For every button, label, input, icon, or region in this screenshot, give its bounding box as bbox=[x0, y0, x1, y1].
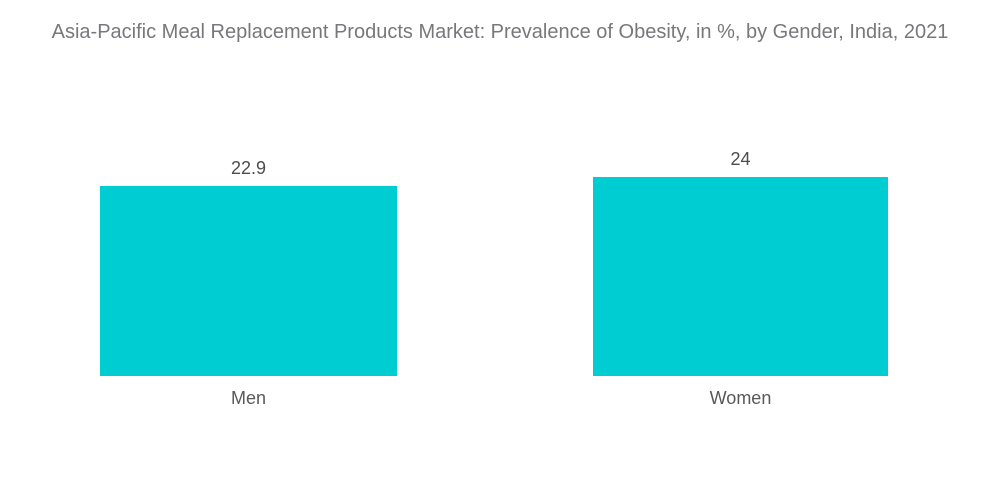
bar-group-men: 22.9 Men bbox=[100, 0, 397, 504]
x-axis-label-men: Men bbox=[230, 388, 266, 408]
bar-men bbox=[100, 186, 397, 376]
bar-group-women: 24 Women bbox=[593, 0, 888, 504]
bar-women bbox=[593, 177, 888, 376]
bar-value-label-men: 22.9 bbox=[230, 158, 267, 178]
x-axis-label-women: Women bbox=[709, 388, 772, 408]
chart-title: Asia-Pacific Meal Replacement Products M… bbox=[51, 21, 949, 43]
bar-value-label-women: 24 bbox=[730, 149, 751, 169]
